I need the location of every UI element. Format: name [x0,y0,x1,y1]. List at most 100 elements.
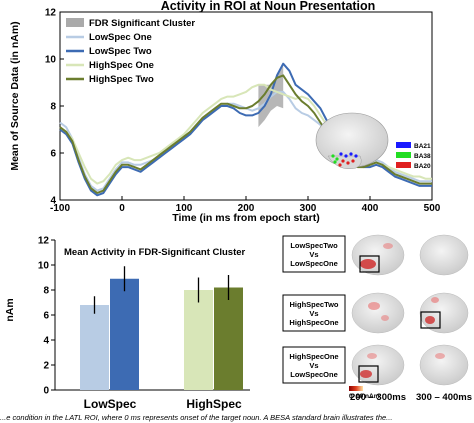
brain-image-300-400 [419,234,469,276]
brain-image-300-400 [419,292,469,334]
activation-blob [381,315,389,321]
roi-dot-ba21 [354,154,358,158]
bar-y-tick-label: 4 [43,336,49,347]
bar-category-label: HighSpec [186,397,242,411]
line-x-ticks: -100 0 100 200 300 400 500 [50,196,441,214]
cluster-highlight-box [359,255,380,273]
bar-y-tick-label: 8 [43,286,49,297]
roi-dot-ba38 [331,154,335,158]
legend-swatch-cluster [66,18,84,27]
line-y-ticks: 4 6 8 10 12 [45,8,64,207]
comparison-line2: Vs [309,361,318,370]
activation-blob [425,316,435,324]
x-tick-label: 500 [424,203,441,214]
roi-dot-ba20 [351,159,355,163]
bar-bars-group [80,266,243,390]
roi-dot-ba21 [344,154,348,158]
bar-chart-title: Mean Activity in FDR-Significant Cluster [64,247,246,258]
y-tick-label: 8 [50,102,56,113]
brain-temporal-lobe [327,155,362,169]
legend-label-series-3: HighSpec Two [89,74,154,85]
inset-legend-swatch-0 [396,142,411,148]
bar-lowspec-0 [80,305,109,390]
inset-legend-swatch-2 [396,162,411,168]
colorbar-min: 0 [349,393,353,400]
y-tick-label: 10 [45,55,57,66]
roi-dot-ba38 [335,157,339,161]
cluster-highlight-box [420,311,441,329]
brain-roi-inset: BA21 BA38 BA20 [315,112,431,170]
comparison-line1: LowSpecTwo [290,241,338,250]
x-tick-label: 400 [362,203,379,214]
x-tick-label: -100 [50,203,70,214]
bar-y-ticks: 0 2 4 6 8 10 12 [38,236,55,397]
inset-legend-label-2: BA20 [414,163,431,170]
comparison-grid: LowSpecTwo Vs LowSpecOne HighSpecTwo Vs … [282,234,472,403]
bar-y-tick-label: 12 [38,236,50,247]
y-tick-label: 4 [50,196,56,207]
roi-dot-ba21 [349,152,353,156]
line-series-group [59,62,432,197]
colorbar-max: 10 nAm [356,393,380,400]
roi-dot-ba20 [341,159,345,163]
comparison-label-box [282,346,346,384]
inset-legend-label-1: BA38 [414,153,431,160]
y-tick-label: 12 [45,8,57,19]
x-tick-label: 300 [300,203,317,214]
comparison-line2: Vs [309,309,318,318]
comparison-line3: HighSpecOne [289,318,338,327]
bar-highspec-2 [184,290,213,390]
brain-image-300-400 [419,344,469,386]
activation-blob [360,259,376,269]
bar-y-tick-label: 6 [43,311,49,322]
comparison-label-box [282,235,346,273]
legend-label-series-0: LowSpec One [89,32,152,43]
inset-legend-label-0: BA21 [414,143,431,150]
inset-legend-swatch-1 [396,152,411,158]
y-tick-label: 6 [50,149,56,160]
roi-dot-ba20 [346,161,350,165]
bar-y-tick-label: 2 [43,361,49,372]
bar-category-labels: LowSpec HighSpec [84,397,242,411]
comparison-line2: Vs [309,250,318,259]
line-chart-xlabel: Time (in ms from epoch start) [172,212,319,224]
x-tick-label: 0 [119,203,125,214]
x-tick-label: 200 [238,203,255,214]
activation-blob [367,353,377,359]
comparison-line3: LowSpecOne [290,370,338,379]
comparison-line1: HighSpecOne [289,352,338,361]
bar-lowspec-1 [110,278,139,390]
activation-blob [431,297,439,303]
colorbar [349,386,363,391]
activation-blob [360,370,372,378]
roi-dot-ba21 [339,152,343,156]
activation-blob [368,302,380,310]
roi-dot-ba38 [333,160,337,164]
comparison-row-1: HighSpecTwo Vs HighSpecOne [282,292,469,334]
line-legend: FDR Significant Cluster LowSpec One LowS… [66,18,195,85]
comparison-line3: LowSpecOne [290,259,338,268]
roi-dot-ba20 [338,163,342,167]
comparison-row-2: HighSpecOne Vs LowSpecOne [282,344,469,386]
legend-label-series-2: HighSpec One [89,60,154,71]
series-line-lowspec-two [59,62,432,197]
bar-chart-ylabel: nAm [4,298,16,321]
bar-y-tick-label: 0 [43,386,49,397]
time-window-label-1: 300 – 400ms [416,392,472,403]
cluster-highlight-box [358,365,379,383]
legend-label-series-1: LowSpec Two [89,46,152,57]
line-chart-ylabel: Mean of Source Data (in nAm) [9,21,21,170]
activation-blob [383,243,393,249]
legend-label-cluster: FDR Significant Cluster [89,18,195,29]
comparison-row-0: LowSpecTwo Vs LowSpecOne [282,234,469,276]
comparison-label-box [282,294,346,332]
series-line-highspec-two [59,74,432,194]
time-window-label-0: 200 – 300ms [350,392,406,403]
brain-image-200-300 [351,292,405,334]
bar-highspec-3 [214,287,243,390]
bar-y-tick-label: 10 [38,261,50,272]
activation-blob [435,353,445,359]
line-chart-title: Activity in ROI at Noun Presentation [161,0,376,13]
comparison-line1: HighSpecTwo [289,300,338,309]
